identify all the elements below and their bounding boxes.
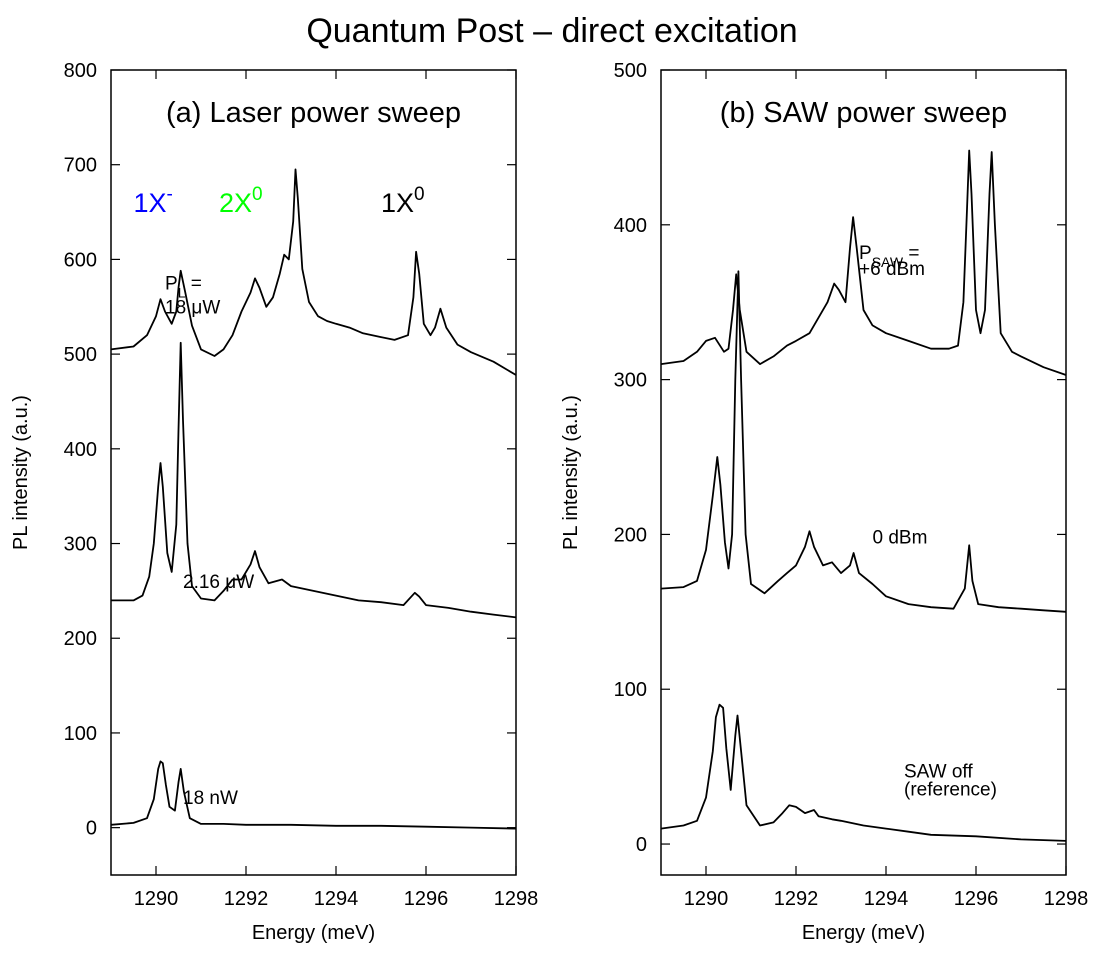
y-tick-label: 400 — [64, 439, 97, 461]
y-tick-label: 600 — [64, 249, 97, 271]
y-tick-label: 0 — [86, 818, 97, 840]
y-tick-label: 700 — [64, 155, 97, 177]
x-tick-label: 1296 — [404, 888, 449, 910]
y-tick-label: 100 — [614, 679, 647, 701]
series-label-a-3: 18 nW — [183, 788, 238, 809]
x-tick-label: 1296 — [954, 888, 999, 910]
y-tick-label: 300 — [64, 534, 97, 556]
plot-frame — [660, 69, 1067, 876]
series-line-a-2 — [111, 341, 517, 619]
x-axis-label: Energy (meV) — [252, 922, 375, 944]
y-tick-label: 100 — [64, 723, 97, 745]
y-axis-label: PL intensity (a.u.) — [560, 395, 582, 550]
series-label-b-2: 0 dBm — [873, 528, 928, 549]
y-tick-label: 0 — [636, 834, 647, 856]
series-line-a-3 — [110, 760, 517, 830]
series-label-a-1: 18 μW — [165, 298, 220, 319]
x-tick-label: 1292 — [774, 888, 819, 910]
y-tick-label: 500 — [64, 344, 97, 366]
peak-label: 1X- — [134, 184, 173, 218]
series-label-b-1: PSAW = — [859, 243, 919, 270]
x-tick-label: 1292 — [224, 888, 269, 910]
peak-label: 1X0 — [381, 184, 425, 218]
series-label-a-2: 2.16 μW — [183, 572, 254, 593]
series-line-a-1 — [110, 168, 517, 376]
y-tick-label: 400 — [614, 215, 647, 237]
panel-a-laser-power-sweep: 1290 1292 1294 1296 1298 0 100 200 300 400 500 600 7… — [10, 60, 538, 944]
panel-title: (b) SAW power sweep — [720, 97, 1007, 129]
x-tick-label: 1298 — [1044, 888, 1089, 910]
x-tick-label: 1298 — [494, 888, 539, 910]
y-tick-label: 200 — [614, 524, 647, 546]
y-tick-label: 500 — [614, 60, 647, 82]
x-tick-label: 1294 — [314, 888, 359, 910]
plot-frame — [110, 69, 517, 876]
peak-label: 2X0 — [219, 184, 263, 218]
y-tick-label: 300 — [614, 370, 647, 392]
series-label-b-3: SAW off — [904, 761, 973, 782]
panel-title: (a) Laser power sweep — [166, 97, 461, 129]
series-label-a-1: PL = — [165, 274, 202, 301]
series-line-b-3 — [660, 703, 1067, 842]
x-tick-label: 1294 — [864, 888, 909, 910]
y-tick-label: 800 — [64, 60, 97, 82]
y-tick-label: 200 — [64, 628, 97, 650]
series-line-b-2 — [660, 270, 1067, 613]
x-tick-label: 1290 — [134, 888, 179, 910]
series-line-b-1 — [660, 149, 1067, 376]
series-label-b-1: +6 dBm — [859, 259, 925, 280]
y-axis-label: PL intensity (a.u.) — [10, 395, 32, 550]
x-axis-label: Energy (meV) — [802, 922, 925, 944]
series-label-b-3: (reference) — [904, 779, 997, 800]
figure-title: Quantum Post – direct excitation — [306, 12, 797, 50]
x-tick-label: 1290 — [684, 888, 729, 910]
panel-b-saw-power-sweep: 1290 1292 1294 1296 1298 0 100 200 300 400 500 Ener… — [560, 60, 1088, 944]
